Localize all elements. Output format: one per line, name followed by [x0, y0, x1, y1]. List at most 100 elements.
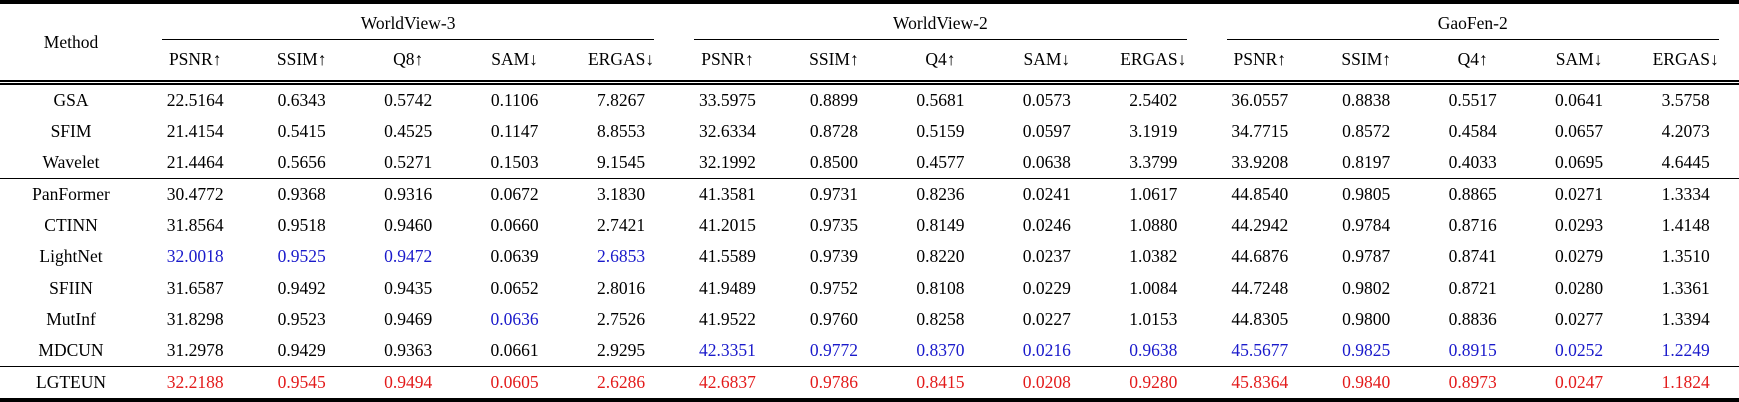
table-row-lgteun: LGTEUN 32.2188 0.9545 0.9494 0.0605 2.6286 42.…: [0, 365, 1739, 400]
metric-header-g2-q4: Q4↑: [1419, 40, 1526, 85]
metric-cell: 1.1824: [1632, 365, 1739, 400]
metric-cell: 1.0617: [1100, 178, 1207, 211]
method-cell-sfim: SFIM: [50, 121, 92, 142]
metric-cell: 31.6587: [166, 277, 224, 298]
method-cell-mutinf: MutInf: [46, 308, 96, 329]
metric-cell: 0.0252: [1555, 339, 1604, 360]
metric-cell: 4.6445: [1661, 152, 1710, 173]
metric-cell: 0.8838: [1342, 90, 1391, 111]
group-rule-gaofen-2: [1226, 39, 1719, 40]
group-rule-worldview-2: [694, 39, 1187, 40]
metric-cell: 0.9435: [384, 277, 433, 298]
metric-cell: 1.3510: [1661, 246, 1710, 267]
metric-cell: 1.4148: [1661, 215, 1710, 236]
metric-cell: 0.0661: [490, 339, 539, 360]
metric-cell: 44.8540: [1206, 178, 1313, 211]
group-header-worldview-2: WorldView-2: [674, 2, 1206, 40]
method-cell-ctinn: CTINN: [44, 215, 98, 236]
metric-cell: 0.9752: [809, 277, 858, 298]
method-cell-panformer: PanFormer: [0, 178, 142, 211]
metric-cell: 2.7421: [596, 215, 646, 236]
metric-cell: 41.9522: [699, 308, 756, 329]
metric-cell: 0.0660: [490, 215, 539, 236]
metric-cell: 0.0246: [1022, 215, 1071, 236]
metric-cell: 30.4772: [142, 178, 249, 211]
metric-cell: 0.9316: [354, 178, 462, 211]
metric-cell: 0.0280: [1555, 277, 1604, 298]
metric-cell: 0.0641: [1555, 90, 1604, 111]
group-header-worldview-3: WorldView-3: [142, 2, 674, 40]
metric-header-g0-sam: SAM↓: [461, 40, 568, 85]
metric-cell: 8.8553: [596, 121, 646, 142]
metric-cell: 45.5677: [1231, 339, 1289, 360]
metric-cell: 1.0382: [1129, 246, 1178, 267]
group-header-worldview-3-label: WorldView-3: [360, 13, 456, 33]
metric-cell: 2.6286: [567, 365, 675, 400]
metric-cell: 0.8236: [887, 178, 994, 211]
metric-header-g1-ergas: ERGAS↓: [1100, 40, 1207, 85]
table-header: Method WorldView-3 WorldView-2 GaoFen-2 …: [0, 2, 1739, 85]
metric-cell: 1.0880: [1129, 215, 1178, 236]
method-cell-lgteun: LGTEUN: [0, 365, 142, 400]
metric-cell: 2.8016: [596, 277, 646, 298]
table-row-wavelet: Wavelet 21.4464 0.5656 0.5271 0.1503 9.1545 32…: [0, 147, 1739, 179]
metric-cell: 41.3581: [674, 178, 781, 211]
group-header-worldview-2-label: WorldView-2: [893, 13, 988, 33]
metric-cell: 0.9802: [1342, 277, 1391, 298]
metric-cell: 0.0605: [461, 365, 568, 400]
metric-header-g0-ssim: SSIM↑: [248, 40, 355, 85]
metric-cell: 0.9784: [1342, 215, 1391, 236]
metric-cell: 0.8370: [916, 339, 965, 360]
metric-cell: 0.8572: [1342, 121, 1391, 142]
metric-cell: 0.9800: [1342, 308, 1391, 329]
metric-cell: 0.9772: [809, 339, 858, 360]
metric-cell: 0.8741: [1448, 246, 1497, 267]
metric-cell: 0.9825: [1342, 339, 1391, 360]
metric-cell: 1.3334: [1632, 178, 1739, 211]
metric-cell: 0.9731: [780, 178, 888, 211]
metric-cell: 0.8220: [916, 246, 965, 267]
metric-cell: 0.5517: [1448, 90, 1497, 111]
metric-cell: 7.8267: [596, 90, 646, 111]
metric-cell: 36.0557: [1231, 90, 1289, 111]
metric-header-g1-q4: Q4↑: [887, 40, 994, 85]
method-cell-sfiin: SFIIN: [49, 277, 93, 298]
metric-cell: 3.1919: [1129, 121, 1178, 142]
metric-cell: 0.0227: [1022, 308, 1071, 329]
metric-cell: 0.9840: [1312, 365, 1420, 400]
table-body: GSA 22.5164 0.6343 0.5742 0.1106 7.8267 33.597…: [0, 83, 1739, 400]
metric-cell: 2.9295: [596, 339, 646, 360]
metric-cell: 0.8149: [916, 215, 965, 236]
metric-header-g2-ssim: SSIM↑: [1312, 40, 1420, 85]
metric-cell: 0.0247: [1525, 365, 1633, 400]
metric-cell: 0.4577: [916, 152, 965, 173]
group-header-row: Method WorldView-3 WorldView-2 GaoFen-2: [0, 2, 1739, 85]
method-cell-mdcun: MDCUN: [38, 339, 104, 360]
metric-cell: 0.9760: [809, 308, 858, 329]
metric-cell: 0.0638: [1022, 152, 1071, 173]
metric-cell: 0.9523: [277, 308, 326, 329]
metric-cell: 0.8973: [1419, 365, 1526, 400]
metric-cell: 0.8728: [809, 121, 858, 142]
metric-header-g0-psnr: PSNR↑: [142, 40, 249, 85]
metric-cell: 0.0672: [461, 178, 568, 211]
metric-cell: 34.7715: [1231, 121, 1289, 142]
metric-cell: 31.8564: [166, 215, 224, 236]
metric-cell: 44.6876: [1231, 246, 1289, 267]
metric-cell: 44.7248: [1231, 277, 1289, 298]
metric-cell: 0.1106: [490, 90, 539, 111]
metric-cell: 42.3351: [699, 339, 756, 360]
metric-cell: 0.6343: [277, 90, 326, 111]
metric-cell: 3.5758: [1661, 90, 1710, 111]
metric-cell: 0.5159: [916, 121, 965, 142]
metric-header-g2-psnr: PSNR↑: [1206, 40, 1313, 85]
metric-cell: 0.9735: [809, 215, 858, 236]
metric-cell: 32.2188: [142, 365, 249, 400]
metric-header-row: PSNR↑ SSIM↑ Q8↑ SAM↓ ERGAS↓ PSNR↑ SSIM↑ Q4↑ SAM↓…: [0, 40, 1739, 85]
metric-cell: 0.8836: [1448, 308, 1497, 329]
metric-cell: 1.2249: [1661, 339, 1710, 360]
metric-cell: 1.0084: [1129, 277, 1178, 298]
metric-cell: 22.5164: [166, 90, 224, 111]
group-header-gaofen-2-label: GaoFen-2: [1437, 13, 1508, 33]
